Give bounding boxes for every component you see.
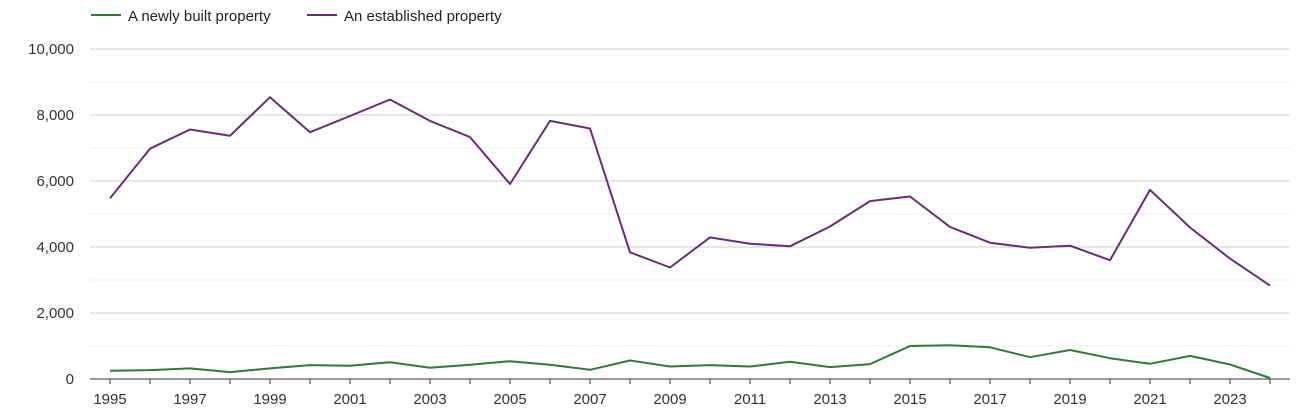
x-tick-label: 1997 bbox=[173, 391, 206, 408]
x-tick-label: 2011 bbox=[734, 391, 766, 408]
legend-label-established: An established property bbox=[344, 8, 502, 25]
grid-lines bbox=[90, 48, 1290, 347]
y-tick-label: 10,000 bbox=[28, 41, 74, 58]
x-tick-label: 2019 bbox=[1053, 391, 1086, 408]
x-tick-label: 1999 bbox=[253, 391, 286, 408]
x-tick-label: 2003 bbox=[413, 391, 446, 408]
legend: A newly built property An established pr… bbox=[91, 8, 502, 25]
x-tick-label: 2001 bbox=[333, 391, 366, 408]
legend-item-new-build[interactable]: A newly built property bbox=[91, 8, 271, 25]
x-tick-label: 2005 bbox=[493, 391, 526, 408]
x-tick-label: 2007 bbox=[573, 391, 606, 408]
y-tick-label: 4,000 bbox=[36, 239, 74, 256]
legend-label-new-build: A newly built property bbox=[128, 8, 271, 25]
x-tick-label: 2013 bbox=[813, 391, 846, 408]
x-axis-ticks: 1995 1997 1999 2001 2003 2005 2007 2009 2011 2013… bbox=[93, 379, 1271, 408]
x-tick-label: 2021 bbox=[1133, 391, 1166, 408]
y-tick-label: 8,000 bbox=[36, 107, 74, 124]
y-axis-ticks: 0 2,000 4,000 6,000 8,000 10,000 bbox=[28, 41, 74, 388]
y-tick-label: 2,000 bbox=[36, 305, 74, 322]
x-tick-label: 2015 bbox=[893, 391, 926, 408]
series-lines bbox=[109, 96, 1271, 379]
series-line-new-build[interactable] bbox=[109, 344, 1271, 379]
series-line-established[interactable] bbox=[109, 96, 1271, 287]
y-tick-label: 6,000 bbox=[36, 173, 74, 190]
x-tick-label: 2009 bbox=[653, 391, 686, 408]
x-tick-label: 2023 bbox=[1213, 391, 1246, 408]
x-tick-label: 1995 bbox=[93, 391, 126, 408]
legend-item-established[interactable]: An established property bbox=[307, 8, 502, 25]
x-tick-label: 2017 bbox=[973, 391, 1006, 408]
y-tick-label: 0 bbox=[66, 371, 74, 388]
